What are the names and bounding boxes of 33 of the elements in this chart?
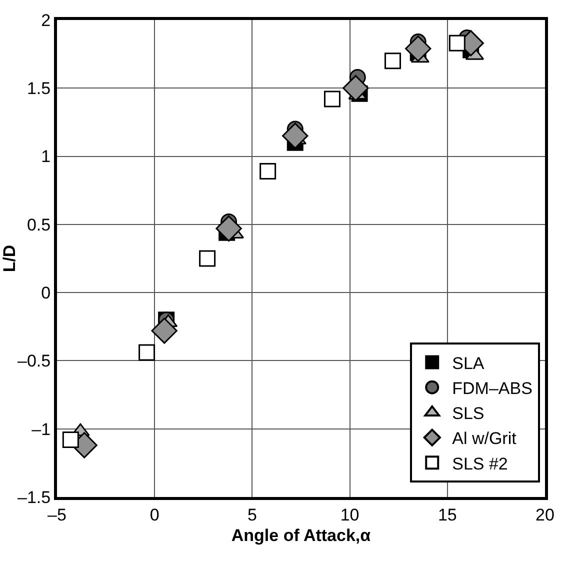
legend-label: SLS #2 [452,454,508,474]
point [324,90,340,108]
point [405,36,432,62]
y-tick-label: 1.5 [26,79,51,98]
x-tick-label: 20 [536,505,554,524]
point [342,75,369,102]
y-tick-label: 1 [41,147,51,166]
x-tick-label: 10 [340,505,360,524]
point [199,250,216,267]
y-tick-label: –1 [32,420,51,439]
y-tick-label: 2 [41,10,51,30]
y-tick-label: 0.5 [26,215,51,234]
x-tick-label: 5 [247,505,257,524]
point [216,215,242,242]
legend-label: SLA [452,354,485,373]
y-tick-label: –1.5 [18,488,51,507]
point [260,163,276,180]
legend-label: Al w/Grit [452,429,517,448]
y-axis-title: L/D [0,244,19,272]
y-tick-label: –0.5 [18,352,51,371]
y-tick-label: 0 [41,284,51,303]
x-tick-label: 0 [150,505,160,524]
x-axis-title: Angle of Attack,α [231,526,372,545]
x-tick-label: –5 [48,505,66,524]
point [282,122,308,149]
legend-label: FDM–ABS [452,378,532,398]
point [138,344,156,361]
point [151,318,178,344]
x-tick-label: 15 [438,505,457,524]
point [448,34,466,52]
point [62,432,79,448]
legend-label: SLS [452,404,484,424]
point [384,52,401,70]
